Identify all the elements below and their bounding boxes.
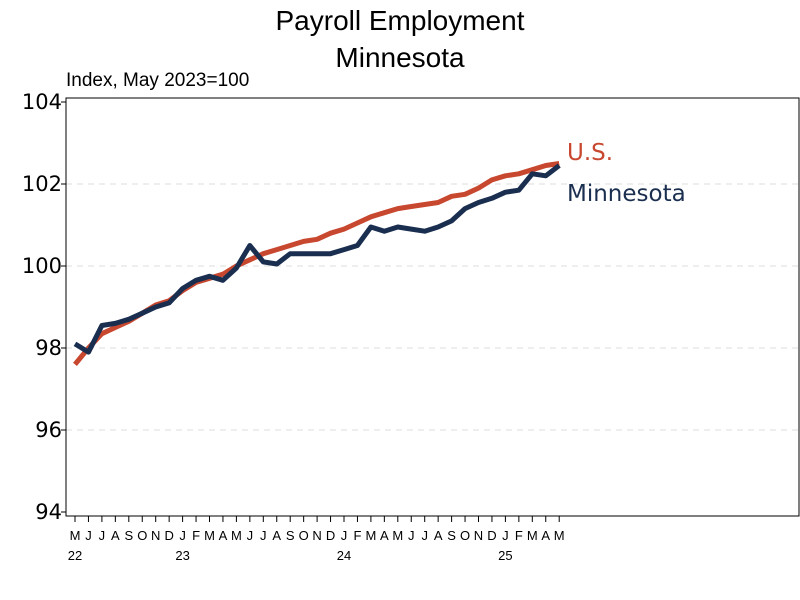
x-tick-label: A [272,528,281,543]
x-year-label: 25 [498,548,512,563]
x-tick-label: F [515,528,523,543]
chart-title-line-2: Minnesota [335,42,465,73]
x-tick-label: J [341,528,348,543]
x-tick-label: J [421,528,428,543]
x-tick-label: O [460,528,470,543]
y-tick-label: 98 [35,336,62,360]
x-tick-label: A [219,528,228,543]
x-tick-label: F [192,528,200,543]
x-tick-label: A [541,528,550,543]
chart-subtitle: Index, May 2023=100 [66,70,249,91]
x-tick-label: J [408,528,415,543]
x-tick-label: M [204,528,215,543]
series-labels: U.S. Minnesota [567,140,686,207]
x-tick-label: S [124,528,133,543]
series-lines [73,161,561,366]
y-tick-label: 96 [35,418,62,442]
x-tick-label: N [151,528,160,543]
x-tick-label: F [353,528,361,543]
x-tick-label: J [502,528,509,543]
x-tick-label: J [260,528,267,543]
plot-frame [65,97,800,517]
x-tick-label: M [392,528,403,543]
x-tick-label: O [137,528,147,543]
x-tick-label: D [164,528,173,543]
series-line-u-s [73,161,560,366]
series-label: Minnesota [567,181,686,207]
x-tick-label: A [380,528,389,543]
x-year-label: 23 [175,548,189,563]
x-tick-label: J [247,528,254,543]
x-tick-label: M [70,528,81,543]
x-tick-label: N [312,528,321,543]
x-axis: M J J A S O N D J F M A M J J A S O N D J F M A M J J A S O N D J F M A M22 2… [68,516,565,563]
x-tick-label: J [85,528,92,543]
x-tick-label: J [179,528,186,543]
x-year-label: 22 [68,548,82,563]
x-tick-label: N [474,528,483,543]
y-tick-label: 94 [35,500,62,524]
x-tick-label: A [434,528,443,543]
y-axis: 94 96 98 100 102 104 [22,90,66,524]
x-year-label: 24 [337,548,351,563]
y-tick-label: 100 [22,254,62,278]
x-tick-label: S [286,528,295,543]
x-tick-label: S [447,528,456,543]
x-tick-label: D [326,528,335,543]
y-tick-label: 102 [22,172,62,196]
gridlines [66,183,799,431]
x-tick-label: M [365,528,376,543]
y-tick-label: 104 [22,90,62,114]
x-tick-label: M [527,528,538,543]
x-tick-label: D [487,528,496,543]
chart-title-line-1: Payroll Employment [276,5,525,36]
x-tick-label: M [231,528,242,543]
x-tick-label: J [99,528,106,543]
series-line-minnesota [73,163,561,355]
x-tick-label: A [111,528,120,543]
x-tick-label: M [554,528,565,543]
x-tick-label: O [299,528,309,543]
series-label: U.S. [567,140,613,166]
